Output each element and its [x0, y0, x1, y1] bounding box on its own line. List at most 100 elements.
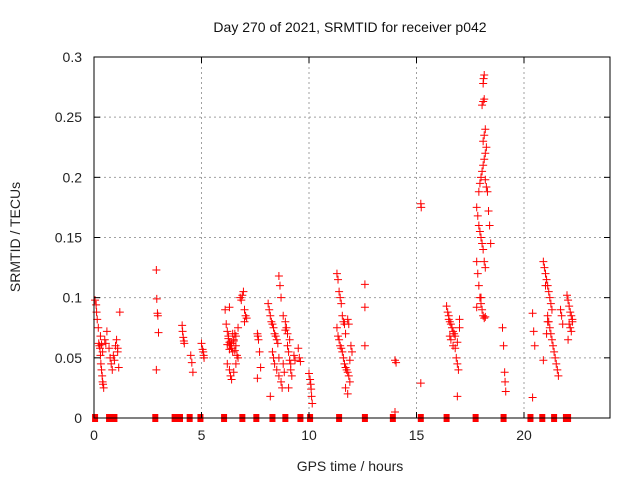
data-point	[473, 211, 482, 220]
data-point	[152, 265, 161, 274]
data-point	[186, 351, 195, 360]
data-point	[343, 315, 352, 324]
data-point	[108, 365, 117, 374]
data-point	[557, 311, 566, 320]
data-point	[179, 333, 188, 342]
data-point	[188, 368, 197, 377]
data-point	[477, 293, 485, 302]
data-point	[105, 344, 114, 353]
x-tick-label: 10	[301, 427, 317, 443]
data-point	[481, 149, 490, 158]
data-point	[339, 353, 348, 362]
data-point	[221, 305, 230, 314]
data-point	[270, 359, 279, 368]
data-point	[336, 293, 345, 302]
data-point	[238, 291, 247, 300]
data-point	[305, 369, 313, 378]
data-point	[528, 309, 537, 318]
data-point	[481, 263, 490, 272]
data-point	[500, 368, 509, 377]
data-point	[274, 353, 283, 362]
data-point	[274, 371, 283, 380]
data-point	[478, 167, 487, 176]
data-point	[96, 359, 105, 368]
data-point	[484, 207, 493, 216]
data-point	[545, 293, 554, 302]
data-point	[480, 257, 489, 266]
data-point	[481, 312, 490, 321]
data-point	[529, 327, 538, 336]
data-point	[345, 377, 354, 386]
data-point	[223, 340, 232, 349]
data-point	[96, 351, 105, 360]
data-point	[474, 187, 483, 196]
data-point	[334, 275, 343, 284]
data-point	[227, 375, 236, 384]
data-point	[115, 308, 124, 317]
data-point	[266, 311, 275, 320]
y-tick-label: 0.3	[63, 49, 83, 65]
data-point	[107, 359, 116, 368]
axis-ticks	[93, 56, 610, 419]
data-point	[295, 353, 304, 362]
data-point	[444, 311, 453, 320]
data-point	[273, 339, 282, 348]
data-point	[268, 320, 277, 329]
y-tick-label: 0.2	[63, 169, 83, 185]
data-point	[229, 336, 238, 345]
data-point	[542, 275, 551, 284]
data-point	[452, 353, 461, 362]
data-points	[91, 71, 577, 422]
data-point	[567, 327, 576, 336]
data-point	[479, 161, 488, 170]
data-point	[477, 173, 485, 182]
data-point	[541, 269, 550, 278]
data-point	[498, 323, 507, 332]
data-point	[101, 339, 110, 348]
data-point	[197, 339, 206, 348]
x-tick-labels: 0 5 10 15 20	[90, 427, 532, 443]
data-point	[272, 335, 281, 344]
data-point	[345, 356, 354, 365]
data-point	[556, 305, 565, 314]
data-point	[360, 280, 369, 289]
data-point	[453, 338, 462, 347]
data-point	[334, 332, 343, 341]
data-point	[392, 358, 401, 367]
data-point	[200, 353, 209, 362]
data-point	[447, 323, 456, 332]
data-point	[477, 233, 485, 242]
data-point	[360, 341, 369, 350]
data-point	[344, 371, 353, 380]
data-point	[224, 334, 233, 343]
x-tick-label: 20	[516, 427, 532, 443]
data-point	[528, 393, 537, 402]
data-point	[343, 368, 352, 377]
data-point	[284, 347, 293, 356]
data-point	[443, 308, 452, 317]
data-point	[541, 281, 550, 290]
data-point	[291, 356, 300, 365]
data-point	[253, 332, 262, 341]
data-point	[234, 323, 243, 332]
data-point	[271, 332, 280, 341]
data-point	[446, 335, 455, 344]
data-point	[335, 335, 344, 344]
data-point	[486, 239, 495, 248]
data-point	[307, 385, 316, 394]
data-point	[223, 359, 232, 368]
data-point	[416, 379, 425, 388]
data-point	[481, 125, 490, 134]
data-point	[499, 341, 508, 350]
data-point	[348, 347, 356, 356]
data-point	[479, 245, 488, 254]
data-point	[308, 399, 317, 408]
data-point	[554, 371, 563, 380]
data-point	[539, 257, 548, 266]
data-point	[564, 296, 573, 305]
data-point	[93, 315, 102, 324]
data-point	[280, 368, 289, 377]
data-point	[229, 368, 238, 377]
data-point	[289, 351, 298, 360]
data-point	[274, 272, 283, 281]
